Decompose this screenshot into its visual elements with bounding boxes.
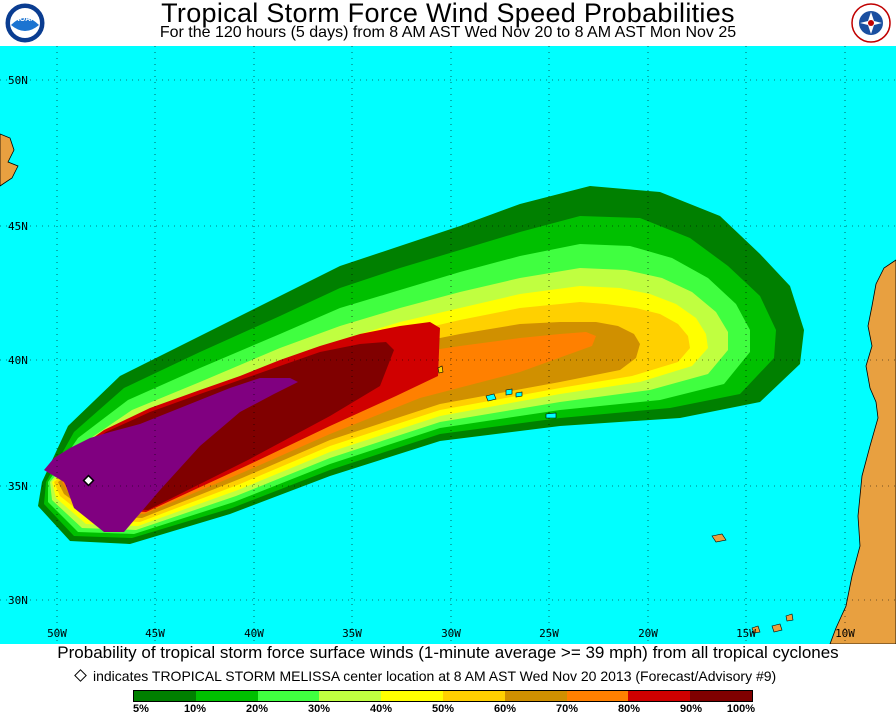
diamond-icon — [74, 669, 87, 682]
lat-lon-grid — [0, 46, 896, 644]
legend-label: 60% — [493, 703, 517, 715]
island-4 — [545, 412, 557, 419]
lon-label: 20W — [638, 627, 658, 640]
land-canary-2 — [751, 625, 761, 634]
lon-label: 15W — [736, 627, 756, 640]
legend-swatch — [381, 691, 443, 701]
legend-swatch — [690, 691, 752, 701]
legend-swatch — [628, 691, 691, 701]
lon-label: 50W — [47, 627, 67, 640]
lon-label: 45W — [145, 627, 165, 640]
island-3 — [515, 391, 523, 398]
svg-text:NOAA: NOAA — [15, 16, 36, 23]
island-2 — [505, 388, 513, 396]
prob-band-100 — [44, 378, 298, 532]
island-1 — [485, 393, 497, 402]
lat-label: 45N — [8, 220, 28, 233]
land-madeira — [711, 533, 727, 543]
storm-center-diamond — [82, 474, 95, 487]
legend-label: 70% — [555, 703, 579, 715]
probability-legend — [133, 690, 753, 702]
legend-label: 5% — [133, 703, 149, 715]
legend-label: 20% — [245, 703, 269, 715]
legend-swatch — [442, 691, 505, 701]
page-subtitle: For the 120 hours (5 days) from 8 AM AST… — [159, 24, 737, 41]
lon-label: 40W — [244, 627, 264, 640]
probability-map: 50N 45N 40N 35N 30N 50W 45W 40W 35W 30W 25W 20W 15W… — [0, 46, 896, 644]
legend-swatch — [134, 691, 196, 701]
page-title: Tropical Storm Force Wind Speed Probabil… — [161, 0, 735, 28]
legend-swatch — [257, 691, 320, 701]
island-5 — [437, 365, 444, 374]
lon-label: 30W — [441, 627, 461, 640]
storm-marker-note-text: indicates TROPICAL STORM MELISSA center … — [93, 668, 777, 684]
lat-label: 40N — [8, 354, 28, 367]
legend-swatch — [504, 691, 567, 701]
lat-label: 35N — [8, 480, 28, 493]
longitude-labels: 50W 45W 40W 35W 30W 25W 20W 15W 10W — [47, 627, 855, 640]
legend-label: 100% — [726, 703, 756, 715]
legend-swatch — [566, 691, 629, 701]
map-caption: Probability of tropical storm force surf… — [57, 643, 839, 662]
land-iberia-africa — [829, 259, 896, 644]
legend-label: 10% — [183, 703, 207, 715]
latitude-labels: 50N 45N 40N 35N 30N — [8, 74, 28, 607]
legend-swatch — [195, 691, 258, 701]
land-canary-3 — [785, 613, 794, 622]
legend-label: 90% — [679, 703, 703, 715]
legend-label: 30% — [307, 703, 331, 715]
land-newfoundland — [0, 133, 19, 187]
storm-marker-note: indicates TROPICAL STORM MELISSA center … — [74, 668, 777, 684]
legend-label: 40% — [369, 703, 393, 715]
nws-logo-icon — [851, 3, 891, 43]
land-canary-1 — [771, 623, 783, 633]
lon-label: 35W — [342, 627, 362, 640]
lon-label: 10W — [835, 627, 855, 640]
legend-label: 80% — [617, 703, 641, 715]
noaa-logo-icon: NOAA — [5, 3, 45, 43]
legend-label: 50% — [431, 703, 455, 715]
lon-label: 25W — [539, 627, 559, 640]
lat-label: 30N — [8, 594, 28, 607]
lat-label: 50N — [8, 74, 28, 87]
legend-swatch — [319, 691, 382, 701]
header: NOAA Tropical Storm Force Wind Speed Pro… — [0, 0, 896, 46]
